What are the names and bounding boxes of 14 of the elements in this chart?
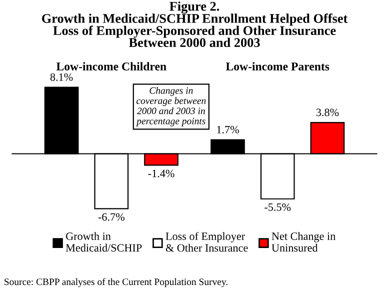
source-note: Source: CBPP analyses of the Current Population Survey. [4, 278, 228, 288]
x-tick-label: Low-income Parents [226, 62, 330, 70]
x-tick-label: Low-income Children [56, 62, 166, 70]
data-label: 3.8% [316, 108, 339, 116]
chart-title: Figure 2. Growth in Medicaid/SCHIP Enrollment Helped Offset Loss of Employer-Sponsored and Other Insurance Between 2000 and 2003 [42, 1, 348, 48]
legend-label: Loss of Employer & Other Insurance [166, 232, 248, 252]
legend-label: Net Change in Uninsured [272, 232, 336, 252]
data-label: -1.4% [148, 170, 174, 178]
data-label: 8.1% [50, 73, 73, 81]
data-label: 1.7% [217, 126, 239, 134]
data-label: -6.7% [98, 213, 124, 221]
data-label: -5.5% [264, 203, 291, 211]
legend-label: Growth in Medicaid/SCHIP [66, 232, 142, 252]
annotation: Changes in coverage between 2000 and 2003 in percentage points [136, 87, 206, 126]
